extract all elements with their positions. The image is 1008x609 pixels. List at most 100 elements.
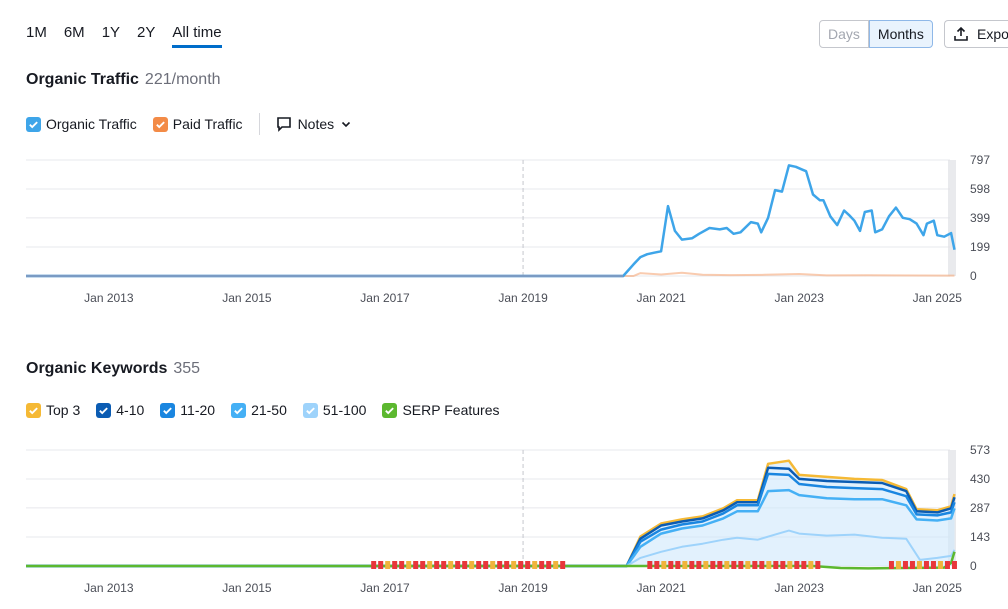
serp-feature-marker bbox=[476, 561, 482, 569]
x-tick-label: Jan 2021 bbox=[636, 291, 686, 305]
serp-feature-marker bbox=[675, 561, 681, 569]
serp-feature-marker bbox=[794, 561, 800, 569]
serp-feature-marker bbox=[371, 561, 377, 569]
x-tick-label: Jan 2019 bbox=[498, 581, 548, 595]
legend-11-20[interactable]: 11-20 bbox=[160, 402, 215, 418]
legend-paid-label: Paid Traffic bbox=[172, 116, 243, 132]
organic-traffic-chart[interactable]: 797 598 399 199 0 Jan 2013 Jan 2015 Jan 2017 Jan… bbox=[0, 150, 1008, 310]
x-tick-label: Jan 2025 bbox=[913, 291, 963, 305]
serp-feature-marker bbox=[427, 561, 433, 569]
serp-feature-marker bbox=[441, 561, 447, 569]
serp-feature-marker bbox=[717, 561, 723, 569]
comment-icon bbox=[276, 117, 291, 132]
serp-feature-marker bbox=[944, 561, 950, 569]
x-tick-label: Jan 2023 bbox=[775, 581, 825, 595]
legend-serp-features[interactable]: SERP Features bbox=[382, 402, 499, 418]
serp-feature-marker bbox=[888, 561, 894, 569]
serp-feature-marker bbox=[738, 561, 744, 569]
y-tick-label: 0 bbox=[970, 269, 977, 283]
legend-11-20-label: 11-20 bbox=[180, 402, 216, 418]
months-button[interactable]: Months bbox=[868, 20, 933, 48]
serp-feature-marker bbox=[703, 561, 709, 569]
notes-label: Notes bbox=[297, 116, 335, 132]
serp-feature-marker bbox=[773, 561, 779, 569]
legend-21-50[interactable]: 21-50 bbox=[231, 402, 287, 418]
series-paid-traffic bbox=[26, 271, 955, 277]
export-button[interactable]: Export bbox=[944, 20, 1008, 48]
serp-feature-marker bbox=[560, 561, 566, 569]
serp-feature-marker bbox=[647, 561, 653, 569]
y-tick-label: 287 bbox=[970, 501, 990, 515]
checkbox-icon bbox=[152, 116, 168, 132]
serp-feature-marker bbox=[539, 561, 545, 569]
serp-feature-marker bbox=[661, 561, 667, 569]
serp-feature-marker bbox=[518, 561, 524, 569]
y-tick-label: 0 bbox=[970, 559, 977, 573]
serp-feature-marker bbox=[504, 561, 510, 569]
serp-feature-marker bbox=[696, 561, 702, 569]
serp-feature-marker bbox=[525, 561, 531, 569]
legend-4-10[interactable]: 4-10 bbox=[96, 402, 144, 418]
range-tab-2y[interactable]: 2Y bbox=[137, 24, 156, 41]
legend-serp-label: SERP Features bbox=[402, 402, 500, 418]
serp-feature-marker bbox=[745, 561, 751, 569]
serp-feature-marker bbox=[497, 561, 503, 569]
legend-organic-traffic[interactable]: Organic Traffic bbox=[26, 116, 137, 132]
series-51-100 bbox=[26, 529, 956, 567]
checkbox-icon bbox=[26, 116, 41, 132]
granularity-toggle: Days Months bbox=[819, 20, 933, 48]
x-tick-label: Jan 2025 bbox=[913, 581, 963, 595]
legend-top3[interactable]: Top 3 bbox=[26, 402, 80, 418]
traffic-legend: Organic Traffic Paid Traffic Notes bbox=[26, 113, 352, 135]
serp-feature-marker bbox=[902, 561, 908, 569]
serp-feature-marker bbox=[801, 561, 807, 569]
serp-feature-marker bbox=[689, 561, 695, 569]
keywords-legend: Top 3 4-10 11-20 21-50 51-100 SERP Featu… bbox=[26, 402, 499, 418]
series-21-50 bbox=[26, 488, 956, 568]
keywords-subtitle: 355 bbox=[173, 360, 201, 377]
range-tab-6m[interactable]: 6M bbox=[63, 24, 85, 41]
serp-feature-marker bbox=[434, 561, 440, 569]
notes-dropdown[interactable]: Notes bbox=[276, 116, 353, 132]
legend-paid-traffic[interactable]: Paid Traffic bbox=[152, 116, 243, 132]
serp-feature-marker bbox=[654, 561, 660, 569]
y-tick-label: 797 bbox=[970, 153, 990, 167]
legend-51-100[interactable]: 51-100 bbox=[302, 402, 367, 418]
traffic-title: Organic Traffic 221/month bbox=[26, 71, 221, 89]
range-tab-1y[interactable]: 1Y bbox=[101, 24, 121, 41]
serp-feature-marker bbox=[780, 561, 786, 569]
serp-feature-marker bbox=[951, 561, 957, 569]
serp-feature-marker bbox=[392, 561, 398, 569]
organic-keywords-chart[interactable]: 573 430 287 143 0 Jan 2013 Jan 2015 Jan 2017 Jan… bbox=[0, 440, 1008, 600]
legend-51-100-label: 51-100 bbox=[322, 402, 367, 418]
checkbox-icon bbox=[160, 402, 176, 418]
serp-feature-marker bbox=[668, 561, 674, 569]
serp-feature-marker bbox=[469, 561, 475, 569]
export-label: Export bbox=[977, 26, 1008, 42]
checkbox-icon bbox=[26, 402, 41, 418]
serp-feature-marker bbox=[553, 561, 559, 569]
x-tick-label: Jan 2021 bbox=[636, 581, 686, 595]
days-button[interactable]: Days bbox=[819, 20, 869, 48]
y-tick-label: 598 bbox=[970, 182, 990, 196]
x-tick-label: Jan 2017 bbox=[360, 291, 410, 305]
y-tick-label: 573 bbox=[970, 443, 990, 457]
export-icon bbox=[954, 26, 968, 41]
x-tick-label: Jan 2015 bbox=[222, 291, 272, 305]
x-tick-label: Jan 2015 bbox=[222, 581, 272, 595]
serp-feature-marker bbox=[532, 561, 538, 569]
traffic-subtitle: 221/month bbox=[144, 71, 221, 88]
serp-feature-marker bbox=[710, 561, 716, 569]
serp-feature-marker bbox=[916, 561, 922, 569]
checkbox-icon bbox=[231, 402, 247, 418]
serp-feature-marker bbox=[731, 561, 737, 569]
series-organic-traffic bbox=[26, 164, 956, 278]
y-tick-label: 430 bbox=[970, 472, 990, 486]
chevron-down-icon bbox=[342, 121, 351, 128]
range-tab-all-time[interactable]: All time bbox=[172, 24, 222, 48]
serp-feature-marker bbox=[378, 561, 384, 569]
serp-feature-marker bbox=[724, 561, 730, 569]
range-tab-1m[interactable]: 1M bbox=[26, 24, 47, 41]
keywords-title-text: Organic Keywords bbox=[26, 360, 168, 377]
legend-divider bbox=[258, 113, 260, 135]
